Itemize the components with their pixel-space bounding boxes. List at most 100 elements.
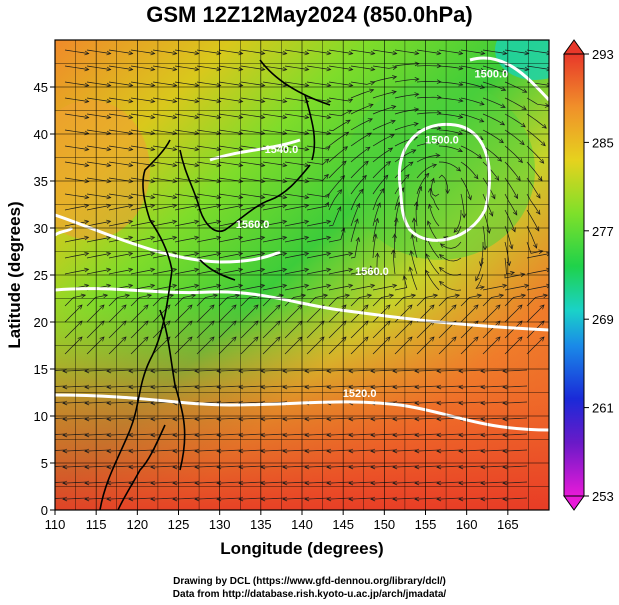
streamline-arrow xyxy=(479,67,486,73)
streamline-arrow xyxy=(172,50,178,56)
streamline-arrow xyxy=(282,194,288,200)
streamline-arrow xyxy=(348,496,354,502)
streamline-arrow xyxy=(436,496,442,502)
streamline-arrow xyxy=(414,400,420,406)
streamline xyxy=(394,161,414,179)
streamline xyxy=(55,481,66,483)
streamline-arrow xyxy=(326,496,332,502)
streamline xyxy=(502,481,528,484)
streamline xyxy=(174,320,193,339)
streamline-arrow xyxy=(480,384,486,390)
streamline-arrow xyxy=(392,432,398,438)
streamline xyxy=(174,161,199,166)
streamline-arrow xyxy=(451,336,457,342)
streamline-arrow xyxy=(150,283,156,289)
streamline xyxy=(409,267,418,291)
streamline-arrow xyxy=(150,368,156,374)
streamline xyxy=(328,189,342,211)
streamline-arrow xyxy=(454,293,461,299)
streamline xyxy=(130,65,155,70)
streamline-arrow xyxy=(172,267,178,273)
x-tick-label: 165 xyxy=(497,517,519,532)
y-axis: 0 5 10 15 20 25 30 35 40 45 xyxy=(34,80,55,518)
streamline xyxy=(410,250,418,275)
streamline-arrow xyxy=(436,94,442,100)
y-tick-label: 40 xyxy=(34,127,48,142)
streamline-arrow xyxy=(304,384,310,390)
streamline xyxy=(392,250,396,275)
x-tick-label: 135 xyxy=(250,517,272,532)
streamline-arrow xyxy=(539,304,545,310)
streamline xyxy=(172,369,198,372)
streamline-arrow xyxy=(458,98,464,103)
streamline xyxy=(55,449,66,451)
streamline xyxy=(174,49,199,54)
streamline xyxy=(86,236,111,243)
streamline xyxy=(128,401,154,404)
streamline-arrow xyxy=(172,114,178,120)
streamline xyxy=(502,465,528,468)
streamline-arrow xyxy=(260,98,266,104)
streamline xyxy=(326,369,352,372)
streamline xyxy=(262,236,287,243)
streamline-arrow xyxy=(386,161,392,166)
streamline xyxy=(174,113,199,118)
streamline xyxy=(218,252,243,259)
streamline-arrow xyxy=(498,293,505,299)
streamline-arrow xyxy=(172,146,178,152)
streamline-arrow xyxy=(194,162,200,168)
streamline xyxy=(150,433,176,436)
streamline-arrow xyxy=(143,304,149,310)
streamline-arrow xyxy=(414,92,420,97)
streamline-arrow xyxy=(370,384,376,390)
streamline-arrow xyxy=(194,464,200,470)
streamline xyxy=(282,385,308,388)
streamline-arrow xyxy=(535,209,541,215)
streamline xyxy=(196,320,215,339)
streamline-arrow xyxy=(282,283,288,289)
streamline-arrow xyxy=(150,114,156,120)
streamline-arrow xyxy=(84,98,90,104)
streamline-arrow xyxy=(436,448,442,454)
streamline xyxy=(86,204,111,211)
streamline xyxy=(394,320,413,339)
streamline xyxy=(372,234,377,259)
streamline xyxy=(86,145,111,150)
streamline xyxy=(108,193,133,198)
streamline-arrow xyxy=(304,50,310,56)
streamline xyxy=(260,433,286,436)
streamline xyxy=(260,385,286,388)
streamline-arrow xyxy=(282,368,288,374)
streamline-arrow xyxy=(304,235,310,241)
streamline xyxy=(174,145,199,150)
streamline-arrow xyxy=(150,496,156,502)
streamline-arrow xyxy=(128,464,134,470)
credit-data: Data from http://database.rish.kyoto-u.a… xyxy=(172,589,447,600)
streamline-arrow xyxy=(367,118,373,123)
streamline xyxy=(426,237,440,259)
streamline-arrow xyxy=(414,496,420,502)
streamline-arrow xyxy=(326,114,332,120)
streamline-arrow xyxy=(326,50,332,56)
streamline-arrow xyxy=(84,416,90,422)
streamline xyxy=(372,284,397,291)
streamline-arrow xyxy=(363,336,369,342)
streamline xyxy=(436,385,462,388)
streamline xyxy=(86,304,105,323)
streamline-arrow xyxy=(216,146,222,152)
streamline xyxy=(282,449,308,452)
streamline-arrow xyxy=(146,293,153,299)
streamline xyxy=(64,304,83,323)
streamline xyxy=(350,132,372,147)
streamline-arrow xyxy=(260,219,266,225)
streamline xyxy=(372,202,381,227)
streamline xyxy=(196,252,221,259)
streamline xyxy=(106,417,132,420)
streamline-arrow xyxy=(388,293,395,299)
streamline-arrow xyxy=(194,219,200,225)
streamline-arrow xyxy=(414,448,420,454)
streamline xyxy=(64,268,89,275)
streamline-arrow xyxy=(414,480,420,486)
streamline xyxy=(55,497,66,499)
streamline-arrow xyxy=(326,283,332,289)
